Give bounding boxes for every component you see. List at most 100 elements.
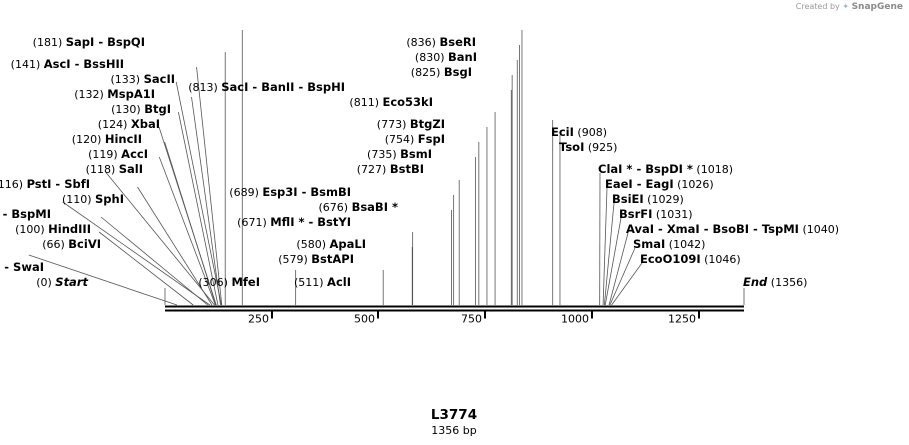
name-separator: - bbox=[700, 222, 713, 236]
site-label-start[interactable]: (0) Start bbox=[36, 275, 88, 289]
site-label-bfuai[interactable]: (105) BfuAI - BspMI bbox=[0, 207, 51, 221]
site-label-bsrfi[interactable]: BsrFI (1031) bbox=[619, 207, 693, 221]
site-position-clai: (1018) bbox=[693, 163, 733, 176]
site-position-mfei: (306) bbox=[198, 276, 231, 289]
enzyme-name-bsphi: BspHI bbox=[307, 80, 345, 94]
enzyme-name-btgzi: BtgZI bbox=[410, 117, 445, 131]
leader-line-avai bbox=[608, 232, 629, 306]
site-label-sacii[interactable]: (133) SacII bbox=[111, 72, 176, 86]
site-label-sapi[interactable]: (181) SapI - BspQI bbox=[33, 35, 145, 49]
site-label-mfei[interactable]: (306) MfeI bbox=[198, 275, 260, 289]
site-label-btgi[interactable]: (130) BtgI bbox=[111, 102, 171, 116]
site-label-bani[interactable]: (830) BanI bbox=[415, 50, 477, 64]
enzyme-name-esp3i: Esp3I bbox=[262, 185, 297, 199]
site-label-bstbi[interactable]: (727) BstBI bbox=[357, 162, 424, 176]
site-position-bcivi: (66) bbox=[42, 238, 68, 251]
site-label-bcivi[interactable]: (66) BciVI bbox=[42, 237, 101, 251]
leader-line-eaei bbox=[602, 187, 608, 306]
site-label-asci[interactable]: (141) AscI - BssHII bbox=[11, 57, 124, 71]
enzyme-name-tspmi: TspMI bbox=[762, 222, 799, 236]
name-separator: - bbox=[248, 80, 261, 94]
backbone-bottom-strand bbox=[165, 309, 744, 312]
axis-tick-label-250: 250 bbox=[248, 313, 269, 326]
axis-tick-label-1250: 1250 bbox=[668, 313, 696, 326]
site-label-acli[interactable]: (511) AclI bbox=[294, 275, 351, 289]
leader-line-ecoo109i bbox=[611, 262, 643, 306]
enzyme-name-bani: BanI bbox=[448, 50, 477, 64]
sequence-backbone bbox=[165, 305, 744, 312]
site-label-bsmi[interactable]: (735) BsmI bbox=[367, 147, 432, 161]
enzyme-name-tsoi: TsoI bbox=[559, 140, 584, 154]
leader-line-bsiei bbox=[603, 202, 615, 306]
site-label-btgzi[interactable]: (773) BtgZI bbox=[377, 117, 445, 131]
site-position-apali: (580) bbox=[296, 238, 329, 251]
leader-line-sali bbox=[158, 156, 216, 306]
name-separator: - bbox=[294, 80, 307, 94]
enzyme-name-hincii: HincII bbox=[105, 132, 142, 146]
site-label-eaei[interactable]: EaeI - EagI (1026) bbox=[605, 177, 714, 191]
site-label-ecoo109i[interactable]: EcoO109I (1046) bbox=[640, 252, 741, 266]
leader-line-drai bbox=[28, 254, 178, 306]
axis-tick-label-750: 750 bbox=[461, 313, 482, 326]
enzyme-name-bsiei: BsiEI bbox=[612, 192, 644, 206]
site-label-hindiii[interactable]: (100) HindIII bbox=[15, 222, 91, 236]
enzyme-name-mfli: MflI * bbox=[270, 215, 304, 229]
site-position-ecoo109i: (1046) bbox=[701, 253, 741, 266]
enzyme-name-xmai: XmaI bbox=[667, 222, 700, 236]
site-label-eco53ki[interactable]: (811) Eco53kI bbox=[349, 95, 433, 109]
site-position-sapi: (181) bbox=[33, 36, 66, 49]
site-label-clai[interactable]: ClaI * - BspDI * (1018) bbox=[598, 162, 733, 176]
site-position-eco53ki: (811) bbox=[349, 96, 382, 109]
site-label-apali[interactable]: (580) ApaLI bbox=[296, 237, 366, 251]
site-label-mfli[interactable]: (671) MflI * - BstYI bbox=[237, 215, 351, 229]
site-label-xbai[interactable]: (124) XbaI bbox=[98, 117, 160, 131]
enzyme-name-banii: BanII bbox=[261, 80, 294, 94]
site-position-saci: (813) bbox=[188, 81, 221, 94]
name-separator: - bbox=[94, 35, 107, 49]
site-position-bstapi: (579) bbox=[278, 253, 311, 266]
site-position-xbai: (124) bbox=[98, 118, 131, 131]
site-position-asci: (141) bbox=[11, 58, 44, 71]
site-label-esp3i[interactable]: (689) Esp3I - BsmBI bbox=[229, 185, 351, 199]
site-label-bsiei[interactable]: BsiEI (1029) bbox=[612, 192, 684, 206]
enzyme-name-sali: SalI bbox=[119, 162, 143, 176]
site-label-bsgi[interactable]: (825) BsgI bbox=[411, 65, 472, 79]
enzyme-name-sphi: SphI bbox=[95, 192, 124, 206]
site-position-btgi: (130) bbox=[111, 103, 144, 116]
site-label-end[interactable]: End (1356) bbox=[743, 275, 807, 289]
site-position-btgzi: (773) bbox=[377, 118, 410, 131]
site-label-psti[interactable]: (116) PstI - SbfI bbox=[0, 177, 90, 191]
site-label-drai[interactable]: (28) DraI - SwaI bbox=[0, 260, 44, 274]
name-separator: - bbox=[654, 222, 667, 236]
enzyme-name-bcivi: BciVI bbox=[68, 237, 101, 251]
site-label-sphi[interactable]: (110) SphI bbox=[62, 192, 124, 206]
site-label-tsoi[interactable]: TsoI (925) bbox=[559, 140, 617, 154]
watermark-prefix: Created by bbox=[795, 2, 840, 11]
site-label-smai[interactable]: SmaI (1042) bbox=[633, 237, 705, 251]
site-label-bstapi[interactable]: (579) BstAPI bbox=[278, 252, 354, 266]
site-label-avai[interactable]: AvaI - XmaI - BsoBI - TspMI (1040) bbox=[626, 222, 839, 236]
site-label-sali[interactable]: (118) SalI bbox=[86, 162, 143, 176]
leader-line-hindiii bbox=[100, 216, 208, 306]
enzyme-name-bspmi: BspMI bbox=[11, 207, 51, 221]
enzyme-name-asci: AscI bbox=[44, 57, 71, 71]
site-label-acci[interactable]: (119) AccI bbox=[88, 147, 148, 161]
enzyme-name-end: End bbox=[743, 275, 768, 289]
site-label-mspa1i[interactable]: (132) MspA1I bbox=[74, 87, 155, 101]
leader-line-mspa1i bbox=[175, 81, 222, 306]
site-label-hincii[interactable]: (120) HincII bbox=[72, 132, 142, 146]
name-separator: - bbox=[632, 162, 645, 176]
site-label-saci[interactable]: (813) SacI - BanII - BspHI bbox=[188, 80, 345, 94]
site-label-bsabi[interactable]: (676) BsaBI * bbox=[318, 200, 398, 214]
site-label-bseri[interactable]: (836) BseRI bbox=[406, 35, 476, 49]
site-labels: (0) Start(28) DraI - SwaI (66) BciVI(100)… bbox=[0, 35, 839, 289]
leader-line-smai bbox=[609, 247, 636, 306]
enzyme-name-psti: PstI bbox=[27, 177, 52, 191]
enzyme-name-bstbi: BstBI bbox=[390, 162, 424, 176]
enzyme-name-clai: ClaI * bbox=[598, 162, 632, 176]
name-separator: - bbox=[71, 57, 84, 71]
site-label-ecii[interactable]: EciI (908) bbox=[551, 125, 607, 139]
site-label-fspi[interactable]: (754) FspI bbox=[385, 132, 445, 146]
plasmid-length: 1356 bp bbox=[431, 424, 476, 437]
